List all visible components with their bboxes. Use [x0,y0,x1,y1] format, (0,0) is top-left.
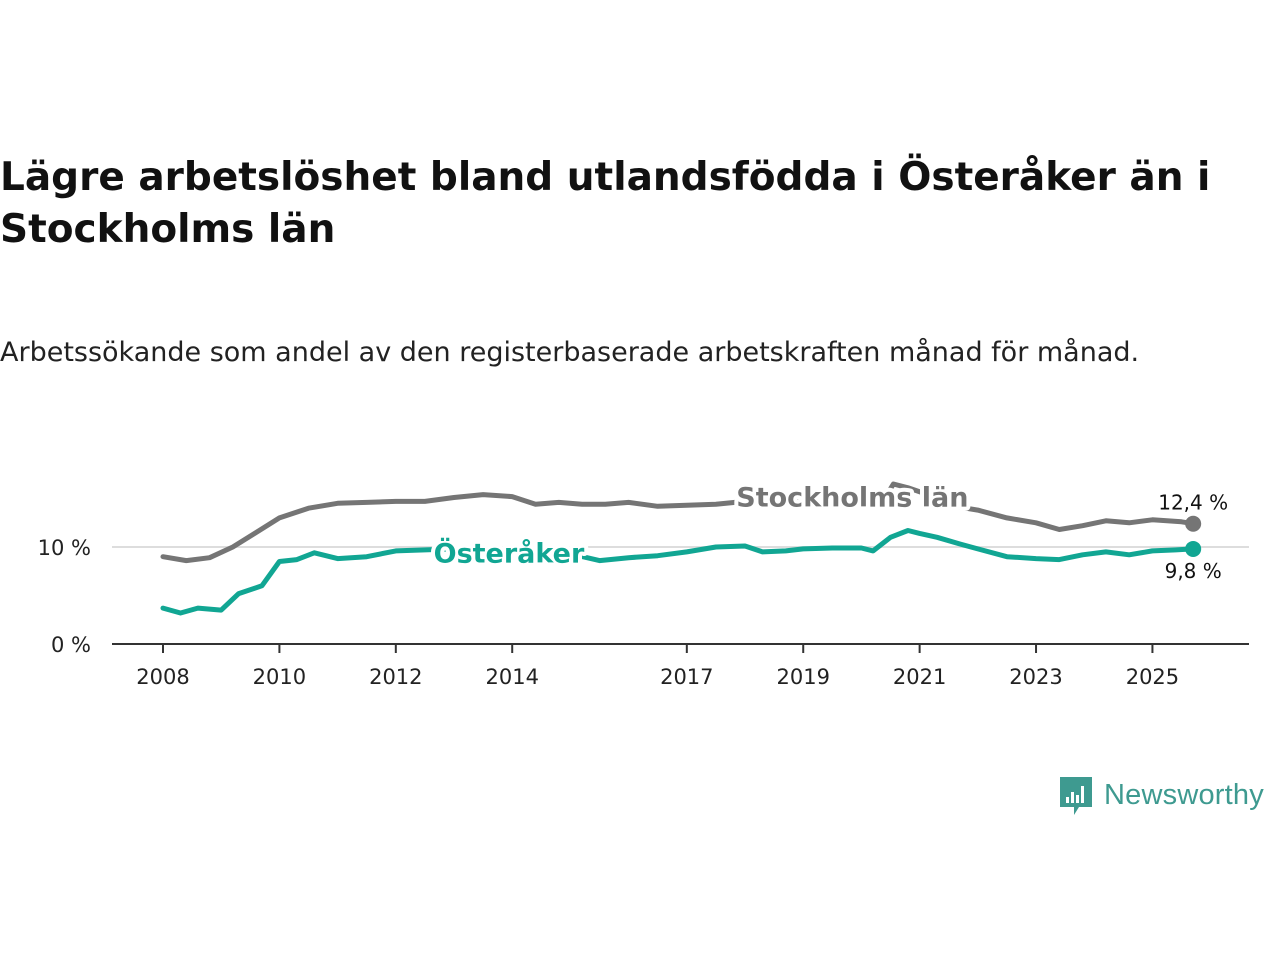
series-annotation-stockholm: Stockholms län [736,482,968,513]
line-chart: 0 % 10 % 2008 2010 2012 2014 2017 2019 2021 2023 2… [38,478,1249,689]
end-marker-osteraker [1185,540,1202,557]
end-label-osteraker: 9,8 % [1165,559,1222,583]
x-tick-label: 2021 [893,665,946,689]
end-marker-stockholm [1185,515,1202,532]
series-annotation-osteraker: Österåker [434,537,585,570]
x-tick-label: 2025 [1126,665,1179,689]
newsworthy-brand: Newsworthy [1058,772,1264,818]
x-tick-label: 2010 [253,665,306,689]
end-label-stockholm: 12,4 % [1158,491,1228,515]
series-layer [160,481,1202,616]
axis-layer: 0 % 10 % 2008 2010 2012 2014 2017 2019 2021 2023 2… [38,536,1249,689]
series-line-stockholm [160,481,1196,564]
chart-title: Lägre arbetslöshet bland utlandsfödda i … [0,155,1211,252]
x-tick-label: 2017 [660,665,713,689]
x-tick-label: 2014 [485,665,538,689]
brand-name: Newsworthy [1104,778,1264,811]
y-tick-label: 10 % [38,536,91,560]
x-tick-label: 2008 [136,665,189,689]
chart-subtitle: Arbetssökande som andel av den registerb… [0,337,1140,368]
x-tick-label: 2023 [1009,665,1062,689]
label-layer: 12,4 % 9,8 % Stockholms län Österåker [430,478,1228,583]
x-tick-label: 2019 [776,665,829,689]
series-line-osteraker [160,528,1196,616]
x-tick-label: 2012 [369,665,422,689]
newsworthy-logo-icon [1060,777,1092,815]
y-tick-label: 0 % [51,633,91,657]
